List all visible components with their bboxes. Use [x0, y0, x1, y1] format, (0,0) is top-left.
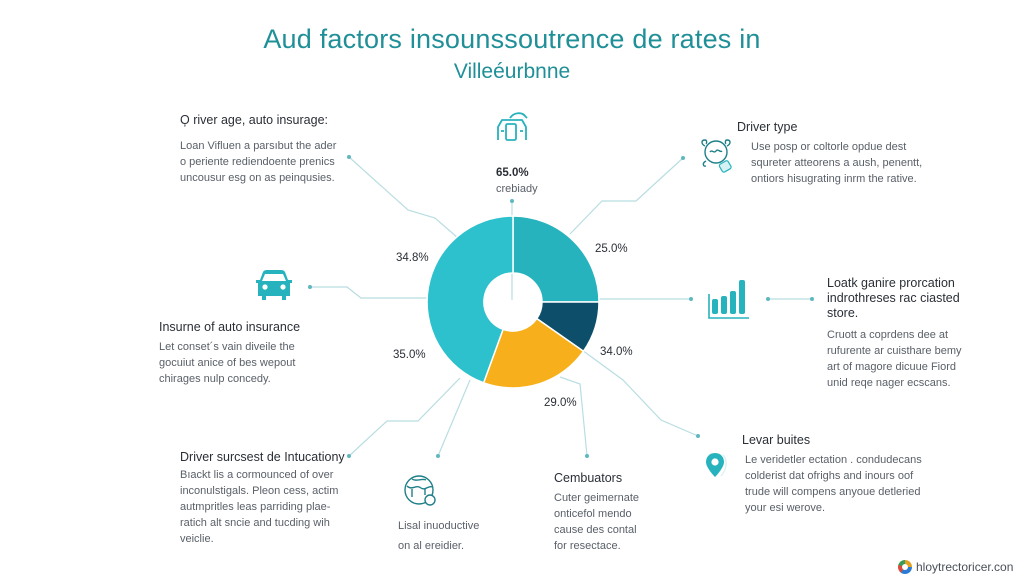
footer-site: hloytrectoricer.con: [916, 560, 1014, 574]
top-center-label: crebiady: [496, 183, 538, 195]
block-driver-education: Driver surcsest de Intucationy Bıackt li…: [180, 450, 345, 545]
car-device-icon: [497, 112, 528, 141]
bar-chart-icon: [708, 280, 749, 319]
slice-label-34: 34.0%: [600, 346, 633, 358]
slice-label-29: 29.0%: [544, 397, 577, 409]
block-location-store: Loatk ganire prorcation indrothreses rac…: [827, 276, 962, 389]
globe-icon: [404, 475, 436, 506]
block-title: O̦ river age, auto insurage:: [180, 113, 328, 127]
slice-label-25: 25.0%: [595, 243, 628, 255]
block-driver-age: O̦ river age, auto insurage: Loan Viflue…: [180, 112, 380, 186]
page-subtitle: Villeéurbnne: [453, 60, 571, 83]
footer-watermark: hloytrectoricer.con: [898, 560, 1013, 574]
slice-yellow: [482, 317, 585, 389]
block-levar-title: Levar buites: [742, 433, 811, 447]
top-center-value: 65.0%: [496, 167, 529, 179]
block-driver-type-title: Driver type: [737, 120, 798, 134]
block-globe-text: Lisal inuoductive on al ereidier.: [398, 520, 480, 552]
slice-label-35: 35.0%: [393, 349, 426, 361]
driver-face-icon: [701, 139, 732, 173]
slice-teal: [512, 215, 600, 303]
block-driver-type: Use posp or coltorle opdue dest squreter…: [751, 141, 923, 185]
site-logo-icon: [898, 560, 912, 574]
slice-light-teal: [426, 215, 514, 384]
slice-navy: [535, 301, 600, 353]
car-icon: [256, 270, 292, 300]
page-title: Aud factors insounssoutrence de rates in: [263, 24, 761, 54]
block-combustion: Cembuators Cuter geimernate onticefol me…: [554, 471, 639, 552]
block-levar: Le veridetler ectation . condudecans col…: [745, 454, 922, 514]
location-pin-icon: [706, 453, 727, 477]
donut-chart: [426, 215, 600, 389]
slice-label-34-8: 34.8%: [396, 252, 429, 264]
block-insurance: Insurne of auto insurance Let conset´s v…: [159, 320, 301, 385]
